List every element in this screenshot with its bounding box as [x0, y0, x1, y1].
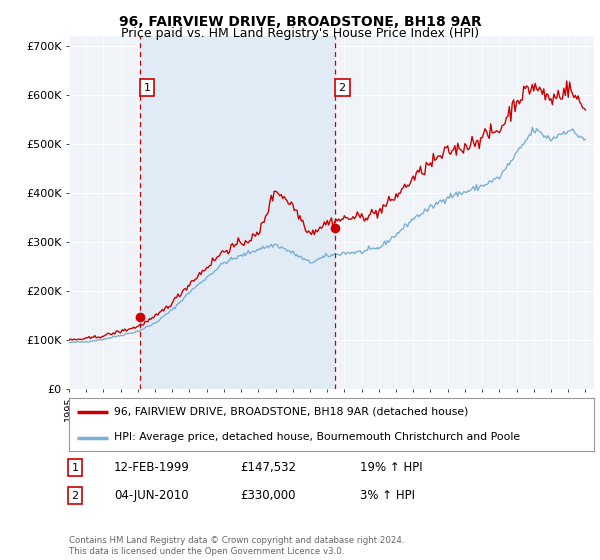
Text: Price paid vs. HM Land Registry's House Price Index (HPI): Price paid vs. HM Land Registry's House … [121, 27, 479, 40]
Text: 1: 1 [71, 463, 79, 473]
Text: 1: 1 [143, 82, 151, 92]
Text: 96, FAIRVIEW DRIVE, BROADSTONE, BH18 9AR: 96, FAIRVIEW DRIVE, BROADSTONE, BH18 9AR [119, 15, 481, 29]
Text: 96, FAIRVIEW DRIVE, BROADSTONE, BH18 9AR (detached house): 96, FAIRVIEW DRIVE, BROADSTONE, BH18 9AR… [113, 407, 468, 417]
Text: 2: 2 [338, 82, 346, 92]
Text: 3% ↑ HPI: 3% ↑ HPI [360, 489, 415, 502]
Bar [140, 36, 335, 389]
Text: 04-JUN-2010: 04-JUN-2010 [114, 489, 188, 502]
Text: £330,000: £330,000 [240, 489, 296, 502]
Text: Contains HM Land Registry data © Crown copyright and database right 2024.
This d: Contains HM Land Registry data © Crown c… [69, 536, 404, 556]
Text: 12-FEB-1999: 12-FEB-1999 [114, 461, 190, 474]
Text: £147,532: £147,532 [240, 461, 296, 474]
Text: HPI: Average price, detached house, Bournemouth Christchurch and Poole: HPI: Average price, detached house, Bour… [113, 432, 520, 442]
Text: 19% ↑ HPI: 19% ↑ HPI [360, 461, 422, 474]
Text: 2: 2 [71, 491, 79, 501]
